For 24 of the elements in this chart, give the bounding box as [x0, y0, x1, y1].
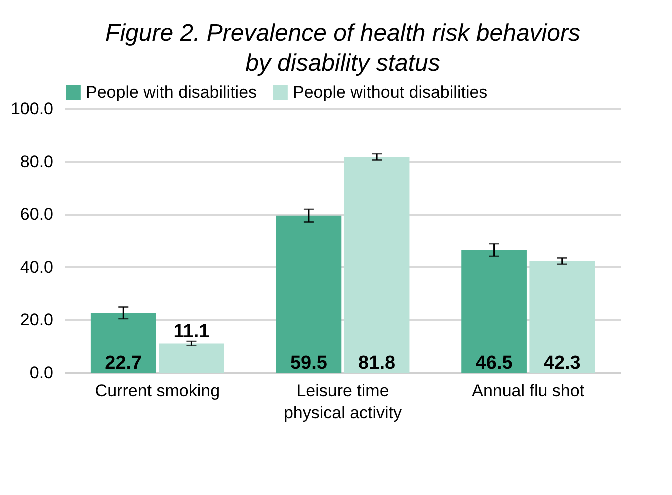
legend-label: People with disabilities	[86, 82, 258, 102]
y-tick-label: 20.0	[20, 310, 54, 330]
y-tick-label: 100.0	[10, 100, 54, 118]
x-tick-label: Leisure time physical activity	[284, 382, 403, 422]
data-label: 42.3	[544, 353, 581, 374]
x-tick-label: Annual flu shot	[472, 382, 585, 400]
x-tick-label: Current smoking	[95, 382, 220, 400]
bar	[276, 216, 342, 373]
legend-label: People without disabilities	[293, 82, 488, 102]
bar	[90, 313, 156, 373]
bar	[462, 250, 527, 373]
data-label: 22.7	[105, 353, 142, 374]
y-tick-label: 60.0	[20, 205, 54, 224]
y-tick-label: 0.0	[30, 364, 54, 382]
bar	[159, 344, 224, 373]
data-label: 11.1	[174, 322, 210, 343]
data-label: 59.5	[290, 353, 328, 374]
y-tick-label: 80.0	[20, 152, 54, 172]
bar	[344, 157, 410, 373]
data-label: 46.5	[476, 353, 514, 374]
bar	[530, 261, 596, 373]
data-label: 81.8	[358, 353, 396, 374]
y-tick-label: 40.0	[20, 258, 54, 277]
chart-title: Figure 2. Prevalence of health risk behaviors by disability status	[106, 20, 580, 77]
